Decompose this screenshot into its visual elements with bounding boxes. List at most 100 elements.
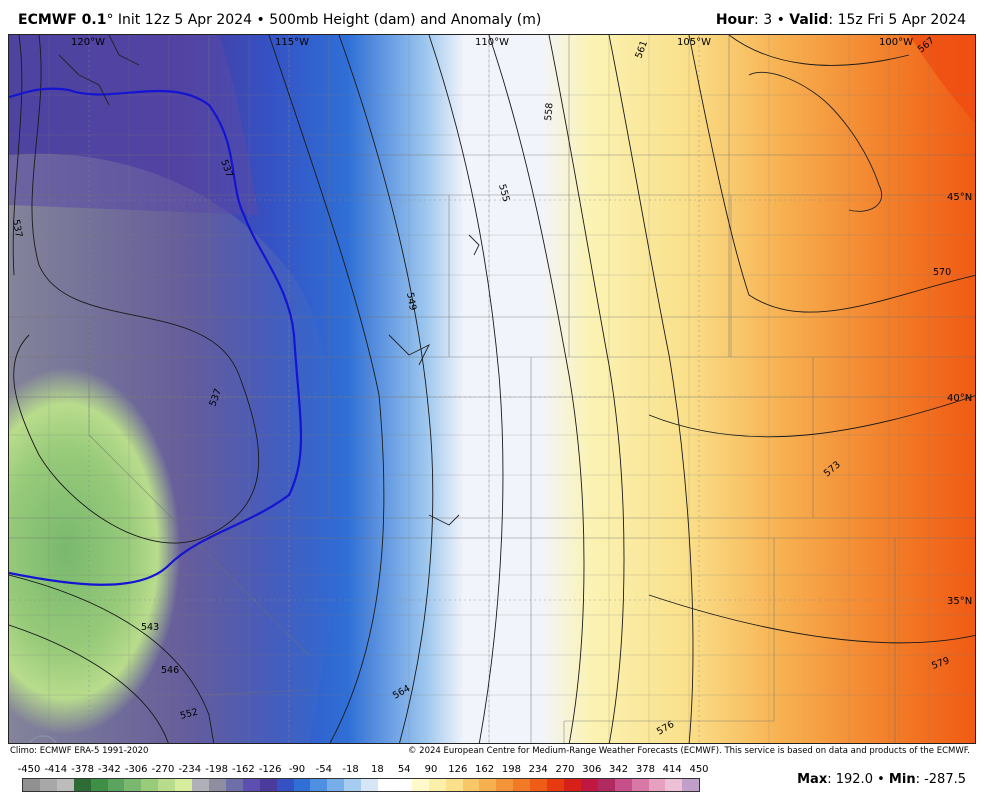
colorbar-swatch xyxy=(682,779,700,791)
min-value: : -287.5 xyxy=(915,772,966,787)
colorbar-swatch xyxy=(175,779,193,791)
lon-label-105w: 105°W xyxy=(677,37,711,48)
colorbar-swatch xyxy=(259,779,277,791)
colorbar-tick-label: -270 xyxy=(151,764,175,775)
colorbar-tick-label: 90 xyxy=(424,764,438,775)
valid-value: : 15z Fri 5 Apr 2024 xyxy=(828,12,966,28)
colorbar-swatch xyxy=(445,779,463,791)
colorbar-swatch xyxy=(208,779,226,791)
colorbar-tick-label: 270 xyxy=(555,764,575,775)
colorbar-swatch xyxy=(428,779,446,791)
colorbar-tick-label: 342 xyxy=(609,764,629,775)
colorbar-tick-label: -342 xyxy=(98,764,121,775)
separator: • xyxy=(877,772,885,787)
colorbar-tick-label: -306 xyxy=(124,764,148,775)
contour-label-546: 546 xyxy=(161,665,179,676)
lat-label-35n: 35°N xyxy=(947,596,972,607)
colorbar-swatch xyxy=(462,779,480,791)
colorbar-swatch xyxy=(564,779,581,791)
hour-label: Hour xyxy=(715,12,755,28)
separator: • xyxy=(776,12,785,28)
contour-label-558: 558 xyxy=(543,102,556,121)
colorbar-swatch xyxy=(23,779,40,791)
colorbar-tick-label: 54 xyxy=(397,764,411,775)
colorbar-swatch xyxy=(310,779,328,791)
weatherbell-logo: WEATHERBELL xyxy=(23,732,107,743)
contour-label-570: 570 xyxy=(933,267,951,278)
colorbar-swatch xyxy=(39,779,57,791)
colorbar-tick-label: -90 xyxy=(288,764,306,775)
colorbar-tick-label: -414 xyxy=(44,764,68,775)
colorbar-swatch xyxy=(479,779,497,791)
colorbar-swatch xyxy=(276,779,294,791)
colorbar-tick-label: 306 xyxy=(582,764,602,775)
lon-label-110w: 110°W xyxy=(475,37,509,48)
colorbar-swatch xyxy=(665,779,683,791)
colorbar-tick-label: -126 xyxy=(258,764,282,775)
colorbar-swatch xyxy=(56,779,74,791)
min-label: Min xyxy=(888,772,916,787)
colorbar-swatch xyxy=(361,779,379,791)
colorbar-tick-label: -450 xyxy=(17,764,41,775)
contour-label-537a: 537 xyxy=(10,219,24,239)
colorbar-ticks: -450 -414 -378 -342 -306 -270 -234 -198 -162 -126… xyxy=(6,764,716,776)
colorbar-swatch xyxy=(141,779,159,791)
separator: • xyxy=(256,12,265,28)
lon-label-120w: 120°W xyxy=(71,37,105,48)
colorbar-tick-label: 198 xyxy=(501,764,521,775)
colorbar-tick-label: 162 xyxy=(475,764,495,775)
colorbar-tick-label: 378 xyxy=(635,764,655,775)
lat-label-45n: 45°N xyxy=(947,192,972,203)
colorbar-swatch xyxy=(631,779,649,791)
product-name: 500mb Height (dam) and Anomaly (m) xyxy=(269,12,542,28)
map-svg: 120°W 115°W 110°W 105°W 100°W 45°N 40°N … xyxy=(9,35,975,743)
contour-label-543: 543 xyxy=(141,622,159,633)
colorbar-swatch xyxy=(192,779,209,791)
colorbar-swatch xyxy=(496,779,514,791)
colorbar-swatch xyxy=(293,779,311,791)
max-min-stats: Max: 192.0 • Min: -287.5 xyxy=(797,772,966,787)
colorbar-tick-label: -234 xyxy=(178,764,202,775)
colorbar-tick-label: 450 xyxy=(689,764,709,775)
lon-label-115w: 115°W xyxy=(275,37,309,48)
lat-label-40n: 40°N xyxy=(947,393,972,404)
climo-note: Climo: ECMWF ERA-5 1991-2020 xyxy=(10,746,149,756)
hour-value: : 3 xyxy=(754,12,773,28)
colorbar-tick-label: 234 xyxy=(528,764,548,775)
max-label: Max xyxy=(797,772,828,787)
colorbar-swatch xyxy=(648,779,666,791)
colorbar-swatch xyxy=(90,779,108,791)
colorbar-tick-label: -378 xyxy=(71,764,94,775)
contour-label-552: 552 xyxy=(179,707,199,722)
colorbar-swatch xyxy=(327,779,345,791)
colorbar-tick-label: 18 xyxy=(371,764,384,775)
colorbar-swatch xyxy=(158,779,176,791)
colorbar-tick-label: -198 xyxy=(205,764,228,775)
colorbar-tick-label: -162 xyxy=(232,764,255,775)
valid-time: Hour: 3 • Valid: 15z Fri 5 Apr 2024 xyxy=(716,12,966,28)
chart-title: ECMWF 0.1° Init 12z 5 Apr 2024 • 500mb H… xyxy=(18,12,541,28)
colorbar-swatch xyxy=(614,779,632,791)
colorbar-swatch xyxy=(530,779,548,791)
colorbar-swatch xyxy=(225,779,243,791)
max-value: : 192.0 xyxy=(827,772,873,787)
colorbar-swatch xyxy=(513,779,531,791)
colorbar-swatch xyxy=(378,779,395,791)
colorbar-tick-label: -18 xyxy=(342,764,359,775)
colorbar-tick-label: -54 xyxy=(315,764,332,775)
model-name: ECMWF 0.1 xyxy=(18,12,107,28)
colorbar-swatch xyxy=(344,779,362,791)
contour-label-555: 555 xyxy=(496,183,511,203)
colorbar-swatch xyxy=(580,779,598,791)
colorbar-swatch xyxy=(73,779,91,791)
valid-label: Valid xyxy=(789,12,829,28)
colorbar-swatch xyxy=(242,779,260,791)
init-time: Init 12z 5 Apr 2024 xyxy=(117,12,253,28)
colorbar-swatch xyxy=(124,779,142,791)
colorbar-tick-label: 414 xyxy=(662,764,682,775)
colorbar xyxy=(22,778,700,792)
colorbar-swatch xyxy=(547,779,564,791)
degree-symbol: ° xyxy=(106,12,114,28)
colorbar-swatch xyxy=(107,779,125,791)
colorbar-swatch xyxy=(394,779,412,791)
